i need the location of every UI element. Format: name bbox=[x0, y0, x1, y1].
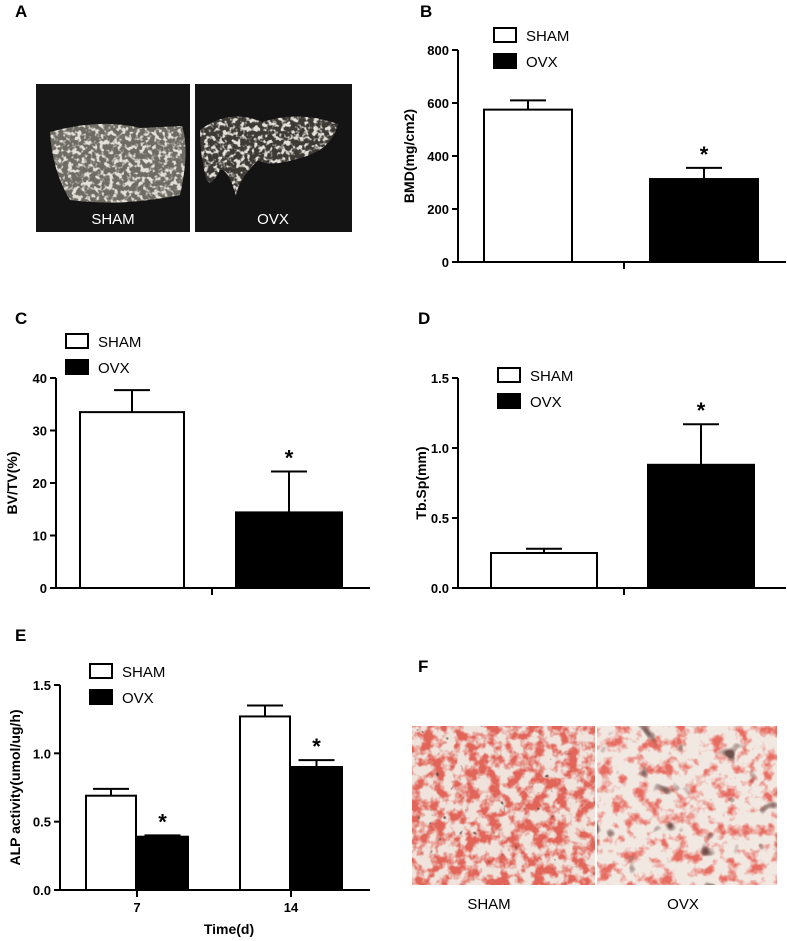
y-axis-label: BV/TV(%) bbox=[4, 452, 20, 515]
legend-swatch-ovx bbox=[65, 359, 89, 375]
y-tick-label: 30 bbox=[33, 424, 47, 439]
micro-ct-image-ovx: OVX bbox=[195, 84, 352, 232]
y-tick-label: 0.0 bbox=[33, 883, 51, 898]
legend-swatch-ovx bbox=[493, 53, 517, 69]
panel-label-f: F bbox=[418, 657, 428, 676]
panel-label-b: B bbox=[420, 2, 432, 21]
image-caption-ovx: OVX bbox=[257, 211, 289, 228]
legend-label-ovx: OVX bbox=[526, 54, 558, 71]
bar-ovx bbox=[290, 766, 343, 891]
y-tick-label: 400 bbox=[427, 149, 449, 164]
legend-label-ovx: OVX bbox=[98, 360, 130, 377]
legend-swatch-sham bbox=[493, 27, 517, 43]
significance-star: * bbox=[700, 142, 709, 167]
y-tick-label: 0.5 bbox=[431, 511, 449, 526]
y-tick-label: 0.0 bbox=[431, 581, 449, 596]
legend-label-ovx: OVX bbox=[122, 690, 154, 707]
chart-panel-b: B 0 200 400 600 800 BMD(mg/cm2) * SHAM OVX bbox=[401, 2, 786, 270]
y-tick-label: 1.5 bbox=[33, 678, 51, 693]
significance-star: * bbox=[697, 398, 706, 423]
y-tick-label: 20 bbox=[33, 476, 47, 491]
image-caption-sham: SHAM bbox=[91, 211, 134, 228]
legend-swatch-ovx bbox=[497, 393, 521, 409]
x-tick-label: 14 bbox=[284, 900, 299, 915]
x-axis-label: Time(d) bbox=[204, 921, 254, 937]
y-axis-label: Tb.Sp(mm) bbox=[413, 446, 429, 519]
stain-caption-sham: SHAM bbox=[467, 896, 510, 913]
legend-label-sham: SHAM bbox=[530, 368, 573, 385]
bar-ovx bbox=[136, 835, 189, 892]
bar-sham bbox=[85, 794, 137, 892]
y-tick-label: 0 bbox=[40, 581, 47, 596]
legend-swatch-ovx bbox=[89, 689, 113, 705]
panel-label-d: D bbox=[418, 309, 430, 328]
bar-sham bbox=[483, 108, 573, 263]
y-tick-label: 1.0 bbox=[431, 441, 449, 456]
bar-sham bbox=[490, 552, 598, 589]
legend-label-sham: SHAM bbox=[526, 28, 569, 45]
legend-swatch-sham bbox=[65, 333, 89, 349]
bar-ovx bbox=[235, 511, 343, 590]
panel-label-e: E bbox=[15, 626, 26, 645]
significance-star: * bbox=[285, 445, 294, 470]
legend-label-sham: SHAM bbox=[98, 334, 141, 351]
y-axis-label: ALP activity(umol/ug/h) bbox=[7, 709, 23, 865]
y-tick-label: 1.5 bbox=[431, 371, 449, 386]
bar-ovx bbox=[647, 463, 755, 589]
micro-ct-image-sham: SHAM bbox=[36, 84, 190, 232]
significance-star: * bbox=[158, 809, 167, 834]
y-tick-label: 600 bbox=[427, 96, 449, 111]
y-tick-label: 10 bbox=[33, 529, 47, 544]
stain-image-sham bbox=[412, 726, 595, 885]
chart-panel-c: C 0 10 20 30 40 BV/TV(%) * SHAM OVX bbox=[4, 309, 370, 596]
legend-label-sham: SHAM bbox=[122, 664, 165, 681]
chart-panel-d: D 0.0 0.5 1.0 1.5 Tb.Sp(mm) * SHAM OVX bbox=[413, 309, 786, 596]
bar-sham bbox=[239, 715, 291, 892]
bar-charts: B 0 200 400 600 800 BMD(mg/cm2) * SHAM OVX C 0 10 20 3… bbox=[4, 2, 786, 937]
stain-image-ovx bbox=[597, 726, 777, 885]
y-axis-label: BMD(mg/cm2) bbox=[401, 109, 417, 203]
chart-panel-e: E 0.0 0.5 1.0 1.5 ALP activity(umol/ug/h) * * 7 1… bbox=[7, 626, 370, 937]
panel-label-a: A bbox=[15, 2, 27, 21]
x-tick-label: 7 bbox=[133, 900, 140, 915]
y-tick-label: 0.5 bbox=[33, 815, 51, 830]
panel-label-c: C bbox=[15, 309, 27, 328]
y-tick-label: 40 bbox=[33, 371, 47, 386]
legend-swatch-sham bbox=[497, 367, 521, 383]
significance-star: * bbox=[312, 734, 321, 759]
bar-ovx bbox=[649, 178, 759, 263]
y-tick-label: 800 bbox=[427, 43, 449, 58]
legend-swatch-sham bbox=[89, 663, 113, 679]
y-tick-label: 0 bbox=[442, 255, 449, 270]
legend-label-ovx: OVX bbox=[530, 394, 562, 411]
stain-caption-ovx: OVX bbox=[667, 896, 699, 913]
y-tick-label: 200 bbox=[427, 202, 449, 217]
y-tick-label: 1.0 bbox=[33, 746, 51, 761]
bar-sham bbox=[79, 411, 185, 589]
